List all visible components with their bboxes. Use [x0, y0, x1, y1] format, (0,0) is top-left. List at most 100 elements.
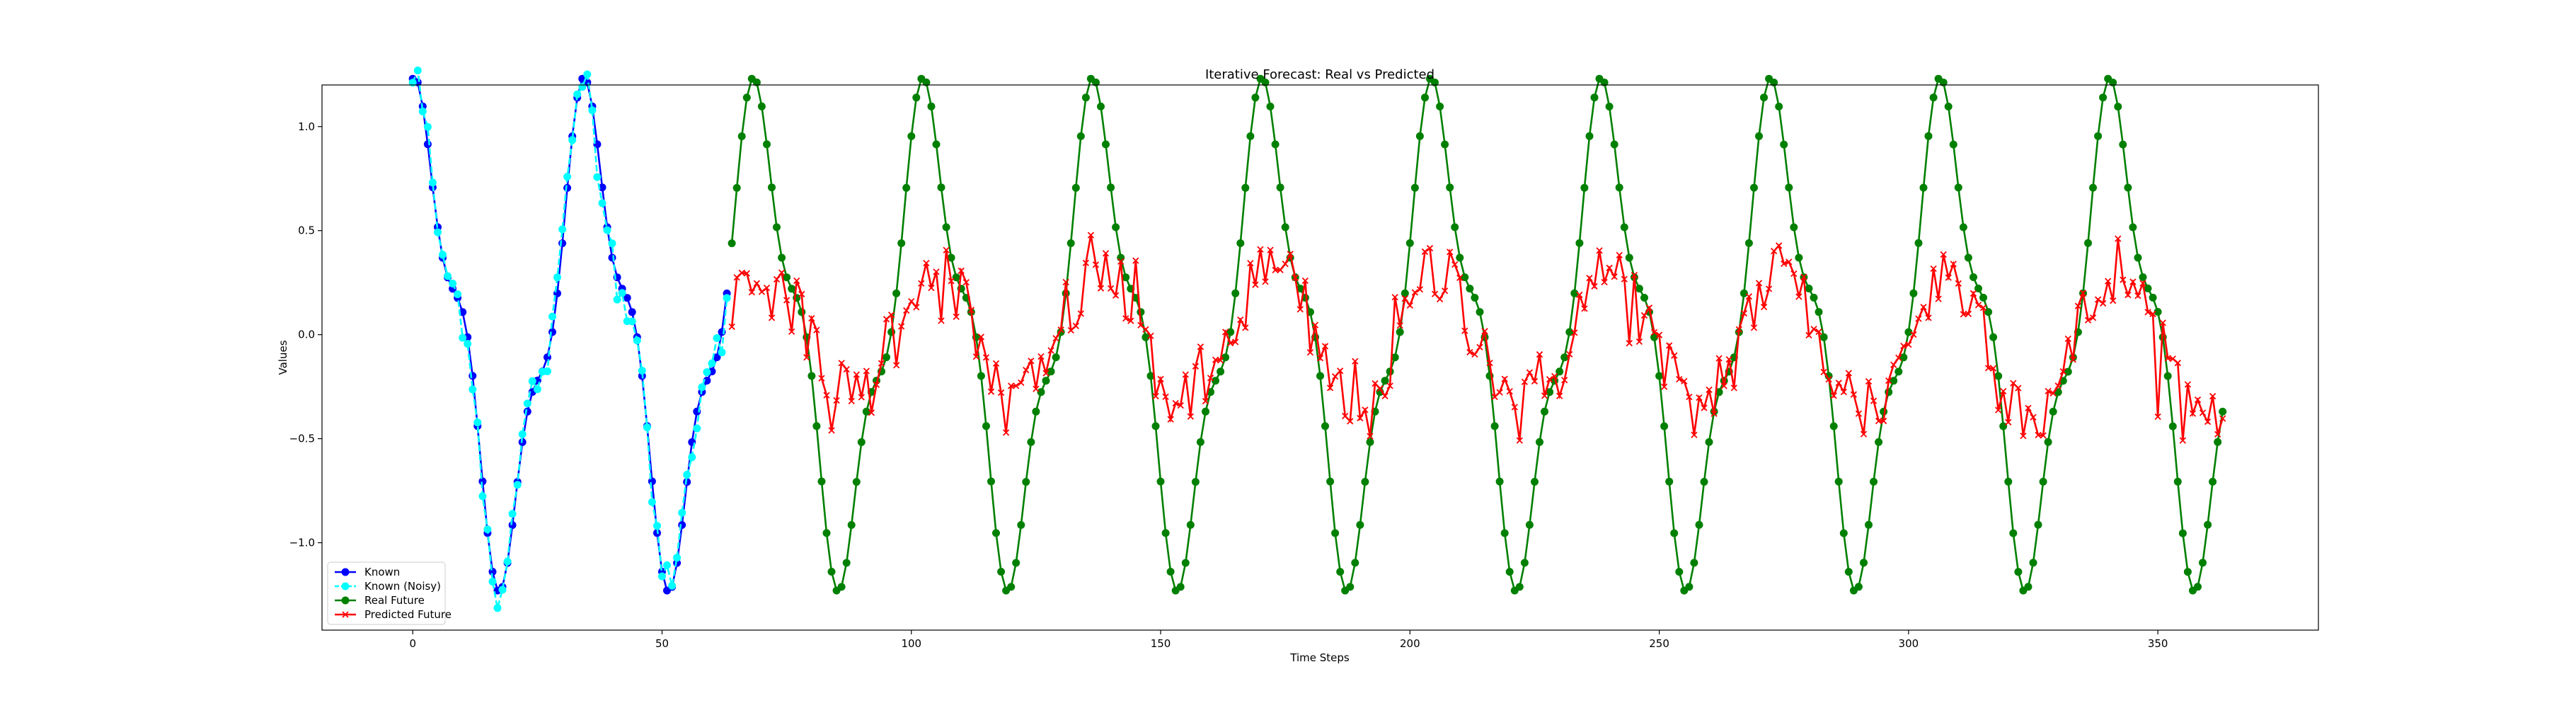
predicted-future-marker [1471, 350, 1478, 358]
predicted-future-marker [923, 259, 930, 267]
known-noisy-point [418, 107, 427, 115]
predicted-future-line [730, 234, 2224, 441]
predicted-future-marker [2120, 276, 2127, 283]
predicted-future-marker [758, 288, 766, 295]
real-future-point [773, 223, 781, 232]
predicted-future-marker [1531, 377, 1539, 385]
real-future-point [1790, 223, 1798, 232]
real-future-point [1346, 583, 1355, 591]
real-future-point [757, 102, 766, 110]
known-noisy-point [548, 312, 556, 321]
legend-label: Known (Noisy) [364, 580, 441, 593]
predicted-future-marker [1436, 295, 1444, 303]
real-future-point [1650, 333, 1658, 341]
predicted-future-marker [1347, 418, 1354, 425]
predicted-future-marker [2089, 314, 2097, 321]
predicted-future-marker [1551, 372, 1558, 380]
predicted-future-marker [1860, 430, 1868, 438]
predicted-future-marker [1062, 278, 1069, 286]
real-future-point [907, 132, 916, 140]
predicted-future-marker [893, 362, 900, 369]
known-point [423, 140, 432, 149]
predicted-future-marker [873, 381, 880, 389]
real-future-point [1760, 93, 1768, 102]
known-noisy-point [633, 336, 641, 345]
real-future-point [997, 568, 1006, 576]
predicted-future-marker [1930, 265, 1937, 273]
real-future-point [2009, 529, 2018, 537]
real-future-point [1405, 239, 1414, 247]
predicted-future-marker [1466, 348, 1473, 356]
real-future-point [2004, 477, 2013, 486]
real-future-point [862, 407, 870, 416]
predicted-future-marker [878, 360, 885, 367]
known-noisy-point [598, 199, 606, 207]
predicted-future-marker [1401, 295, 1408, 302]
real-future-point [1266, 102, 1275, 110]
known-noisy-point [498, 586, 507, 594]
predicted-future-marker [868, 409, 875, 416]
known-noisy-point [688, 453, 696, 462]
predicted-future-marker [1850, 391, 1857, 398]
real-future-point [1081, 93, 1090, 102]
predicted-future-marker [1202, 397, 1209, 405]
predicted-future-marker [728, 323, 735, 331]
predicted-future-marker [2219, 415, 2226, 422]
predicted-future-marker [1735, 326, 1742, 333]
known-noisy-point [518, 430, 527, 438]
real-future-point [1670, 529, 1679, 537]
real-future-point [1531, 478, 1539, 486]
real-future-point [1221, 353, 1230, 362]
predicted-future-marker [2020, 433, 2027, 440]
predicted-future-marker [1880, 417, 1887, 425]
real-future-point [2119, 140, 2127, 149]
real-future-point [783, 273, 791, 282]
predicted-future-marker [1740, 309, 1747, 317]
real-future-point [1161, 529, 1170, 537]
real-future-point [1186, 520, 1195, 529]
known-noisy-point [648, 498, 656, 506]
predicted-future-marker [903, 307, 910, 314]
real-future-point [892, 289, 901, 297]
predicted-future-marker [808, 314, 815, 322]
predicted-future-marker [1596, 247, 1603, 254]
real-future-point [1620, 223, 1628, 232]
predicted-future-marker [1496, 389, 1503, 396]
predicted-future-marker [863, 367, 870, 375]
real-future-point [1635, 285, 1643, 293]
real-future-point [1196, 438, 1204, 446]
real-future-point [1146, 372, 1155, 380]
real-future-point [2214, 438, 2222, 446]
known-noisy-point [464, 340, 472, 348]
real-future-point [1391, 353, 1399, 362]
predicted-future-marker [2199, 409, 2207, 416]
real-future-point [1520, 559, 1529, 567]
predicted-future-marker [1696, 394, 1703, 401]
x-tick-label: 250 [1649, 637, 1669, 650]
real-future-point [1590, 93, 1599, 102]
predicted-future-marker [1232, 338, 1239, 346]
predicted-future-marker [1476, 343, 1483, 351]
predicted-future-marker [1855, 410, 1863, 417]
predicted-future-marker [2179, 437, 2186, 444]
predicted-future-marker [1805, 331, 1812, 339]
known-point [468, 372, 477, 380]
predicted-future-marker [1631, 271, 1638, 279]
known-noisy-point [558, 225, 567, 234]
legend-marker [342, 611, 349, 618]
predicted-future-marker [2110, 297, 2117, 304]
x-tick-label: 350 [2148, 637, 2168, 650]
predicted-future-marker [1152, 392, 1159, 400]
predicted-future-marker [1182, 371, 1189, 378]
real-future-point [1490, 422, 1499, 430]
predicted-future-marker [1790, 270, 1798, 278]
predicted-future-marker [992, 360, 1000, 367]
known-noisy-point [508, 510, 517, 518]
real-future-point [2183, 568, 2192, 576]
known-noisy-point [478, 492, 487, 501]
predicted-future-marker [1506, 388, 1513, 395]
predicted-future-marker [1222, 329, 1229, 336]
real-future-point [1675, 568, 1684, 576]
predicted-future-marker [1786, 258, 1793, 266]
real-future-point [2178, 529, 2187, 537]
